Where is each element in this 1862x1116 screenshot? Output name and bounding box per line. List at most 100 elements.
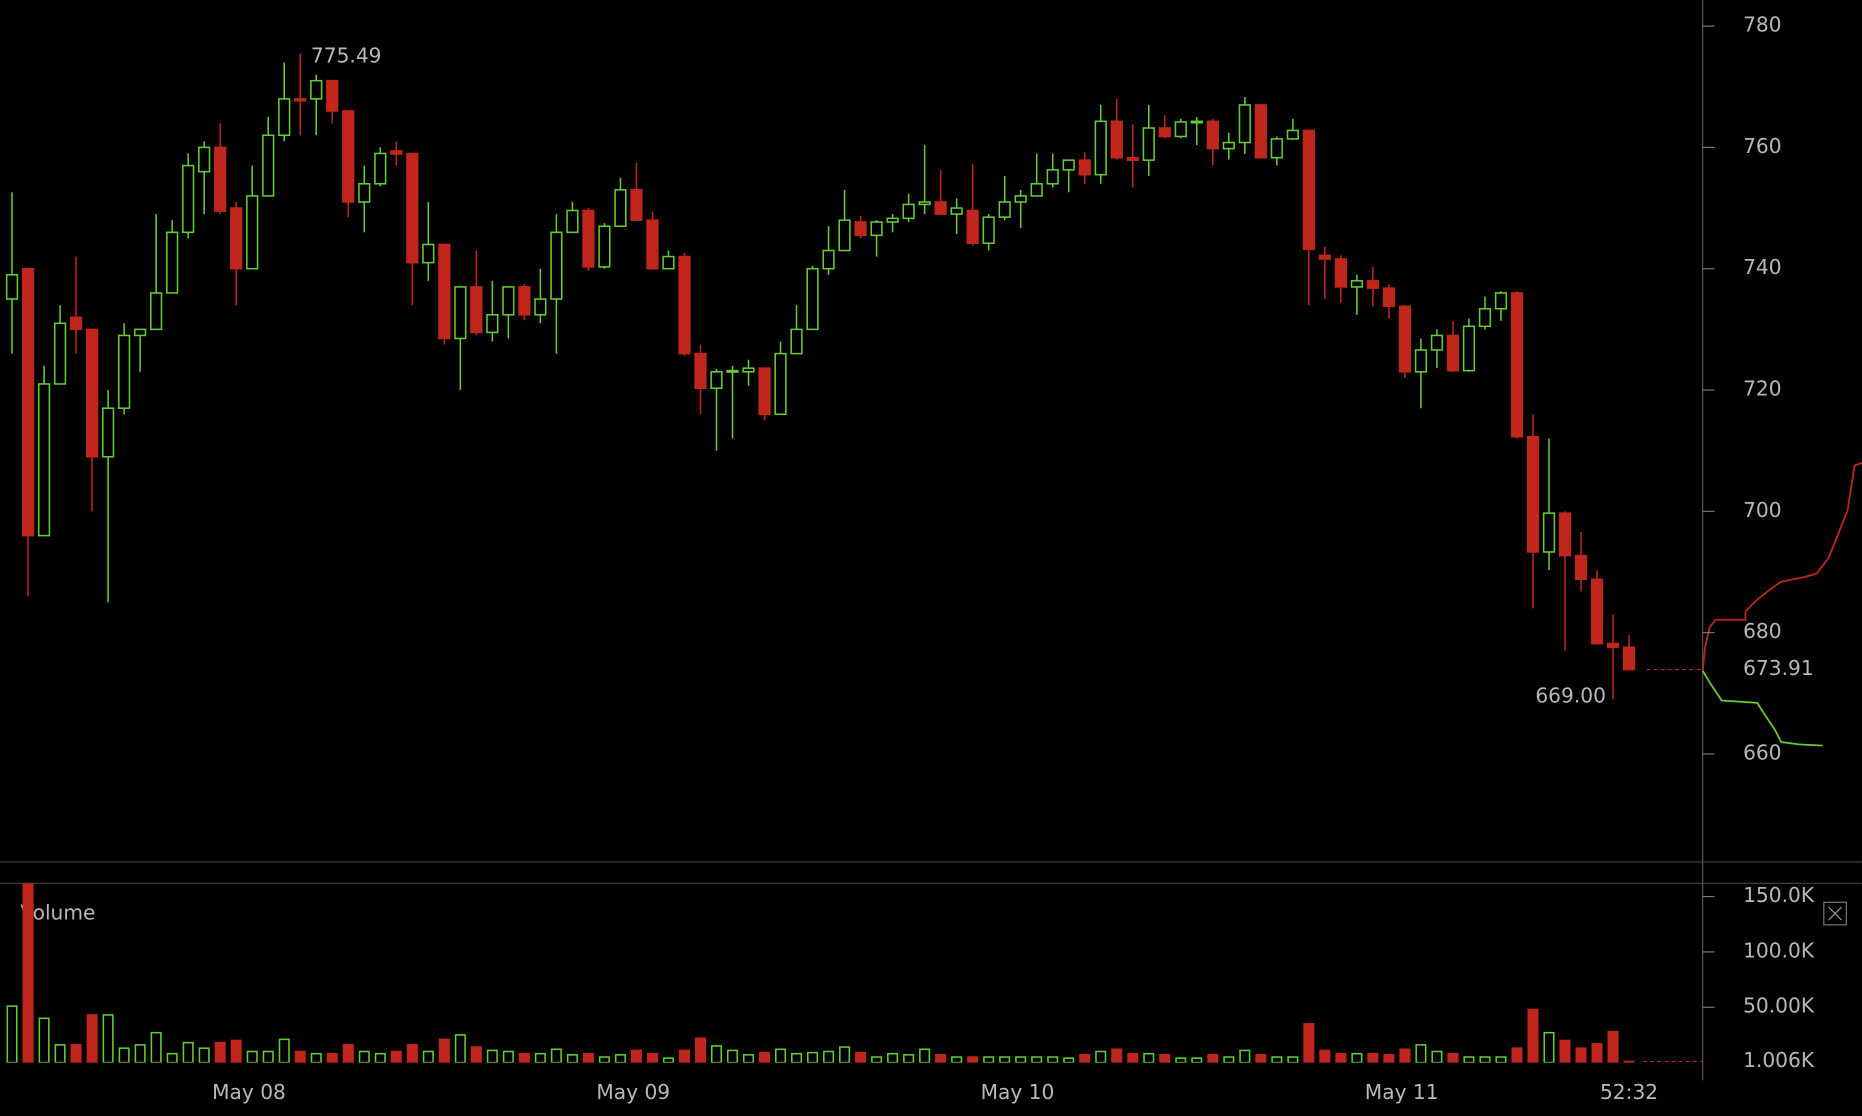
- y-tick-label: 660: [1743, 740, 1782, 764]
- candle-body: [710, 371, 723, 389]
- volume-bar: [694, 1037, 707, 1063]
- candle-body: [470, 286, 483, 334]
- volume-bar: [262, 1050, 274, 1063]
- candle-body: [1510, 292, 1524, 438]
- candle-body: [1622, 646, 1636, 671]
- candle-body: [1126, 156, 1139, 161]
- volume-bar: [86, 1014, 98, 1063]
- volume-bar: [1479, 1056, 1491, 1063]
- candle-body: [1574, 554, 1588, 581]
- y-tick-label: 760: [1743, 134, 1782, 158]
- candle-body: [822, 249, 835, 270]
- volume-bar: [710, 1045, 723, 1063]
- candle-body: [438, 243, 451, 340]
- candle-body: [1446, 334, 1460, 372]
- candle-body: [1286, 129, 1299, 140]
- volume-bar: [999, 1056, 1011, 1063]
- candle-body: [1478, 307, 1492, 328]
- candle-body: [1222, 141, 1235, 150]
- volume-bar: [1175, 1057, 1187, 1063]
- candle-body: [774, 352, 787, 416]
- candle-body: [742, 367, 755, 373]
- y-tick-label: 50.00K: [1743, 994, 1815, 1018]
- candle-body: [390, 150, 403, 155]
- volume-bar: [1511, 1047, 1523, 1063]
- candle-body: [1398, 305, 1412, 373]
- volume-bar: [326, 1052, 338, 1063]
- candle-body: [310, 79, 323, 100]
- volume-bar: [1191, 1057, 1203, 1063]
- candle-body: [838, 219, 851, 252]
- candle-body: [598, 225, 611, 268]
- volume-bar: [342, 1044, 354, 1063]
- candle-body: [326, 79, 339, 112]
- volume-bar: [823, 1050, 835, 1063]
- candle-body: [1382, 287, 1396, 308]
- y-tick-label: 700: [1743, 498, 1782, 522]
- y-tick-label: 720: [1743, 377, 1782, 401]
- candle-body: [486, 314, 499, 334]
- volume-bar: [182, 1041, 194, 1063]
- volume-bar: [807, 1051, 819, 1063]
- volume-bar: [406, 1044, 418, 1063]
- candle-body: [182, 164, 195, 234]
- candle-body: [1142, 127, 1155, 161]
- close-box[interactable]: [1823, 901, 1847, 926]
- volume-bar: [1623, 1060, 1635, 1063]
- high-label: 775.49: [311, 44, 382, 68]
- x-tick-label: May 11: [1365, 1080, 1439, 1104]
- volume-bar: [502, 1050, 514, 1063]
- volume-bar: [1015, 1056, 1027, 1063]
- volume-bar: [1063, 1057, 1075, 1063]
- volume-bar: [550, 1048, 562, 1063]
- candle-body: [646, 219, 659, 270]
- candle-body: [502, 286, 515, 316]
- candle-body: [1542, 512, 1556, 553]
- volume-bar: [791, 1052, 803, 1063]
- candle-body: [950, 207, 963, 215]
- volume-bar: [422, 1050, 434, 1063]
- volume-bar: [486, 1049, 498, 1063]
- volume-bar: [518, 1052, 530, 1063]
- volume-title: Volume: [20, 901, 95, 925]
- candle-body: [1110, 120, 1123, 159]
- volume-bar: [1495, 1056, 1507, 1063]
- candle-body: [1350, 280, 1364, 288]
- volume-bar: [1351, 1052, 1363, 1063]
- low-label: 669.00: [1535, 683, 1606, 707]
- volume-bar: [70, 1044, 82, 1063]
- volume-bar: [1287, 1056, 1299, 1063]
- candle-body: [1606, 642, 1620, 648]
- volume-bar: [1271, 1056, 1283, 1063]
- close-icon[interactable]: [1828, 906, 1843, 921]
- candle-body: [214, 146, 227, 212]
- candle-body: [534, 298, 547, 316]
- close-button[interactable]: [1823, 901, 1847, 926]
- volume-bar: [598, 1056, 610, 1063]
- x-tick-label: May 08: [212, 1080, 286, 1104]
- volume-bar: [1607, 1030, 1619, 1063]
- candle-body: [806, 267, 819, 331]
- volume-bar: [983, 1056, 995, 1063]
- volume-bar: [726, 1049, 739, 1063]
- volume-bar: [742, 1054, 755, 1063]
- volume-bar: [1463, 1056, 1475, 1063]
- volume-bar: [134, 1044, 146, 1063]
- candle-body: [358, 183, 371, 203]
- candle-body: [1238, 104, 1251, 144]
- candle-body: [85, 328, 99, 458]
- volume-bar: [38, 1017, 50, 1063]
- volume-bar: [438, 1038, 450, 1063]
- volume-bar: [887, 1052, 899, 1063]
- candle-body: [1318, 254, 1331, 260]
- volume-bar: [1319, 1049, 1331, 1063]
- x-tick-label: May 09: [596, 1080, 670, 1104]
- volume-bar: [759, 1051, 771, 1063]
- volume-bar: [1207, 1054, 1219, 1063]
- candle-body: [1494, 292, 1508, 310]
- volume-bar: [967, 1056, 979, 1063]
- volume-bar: [1399, 1048, 1411, 1063]
- volume-bar: [1159, 1054, 1171, 1063]
- candle-body: [854, 221, 867, 237]
